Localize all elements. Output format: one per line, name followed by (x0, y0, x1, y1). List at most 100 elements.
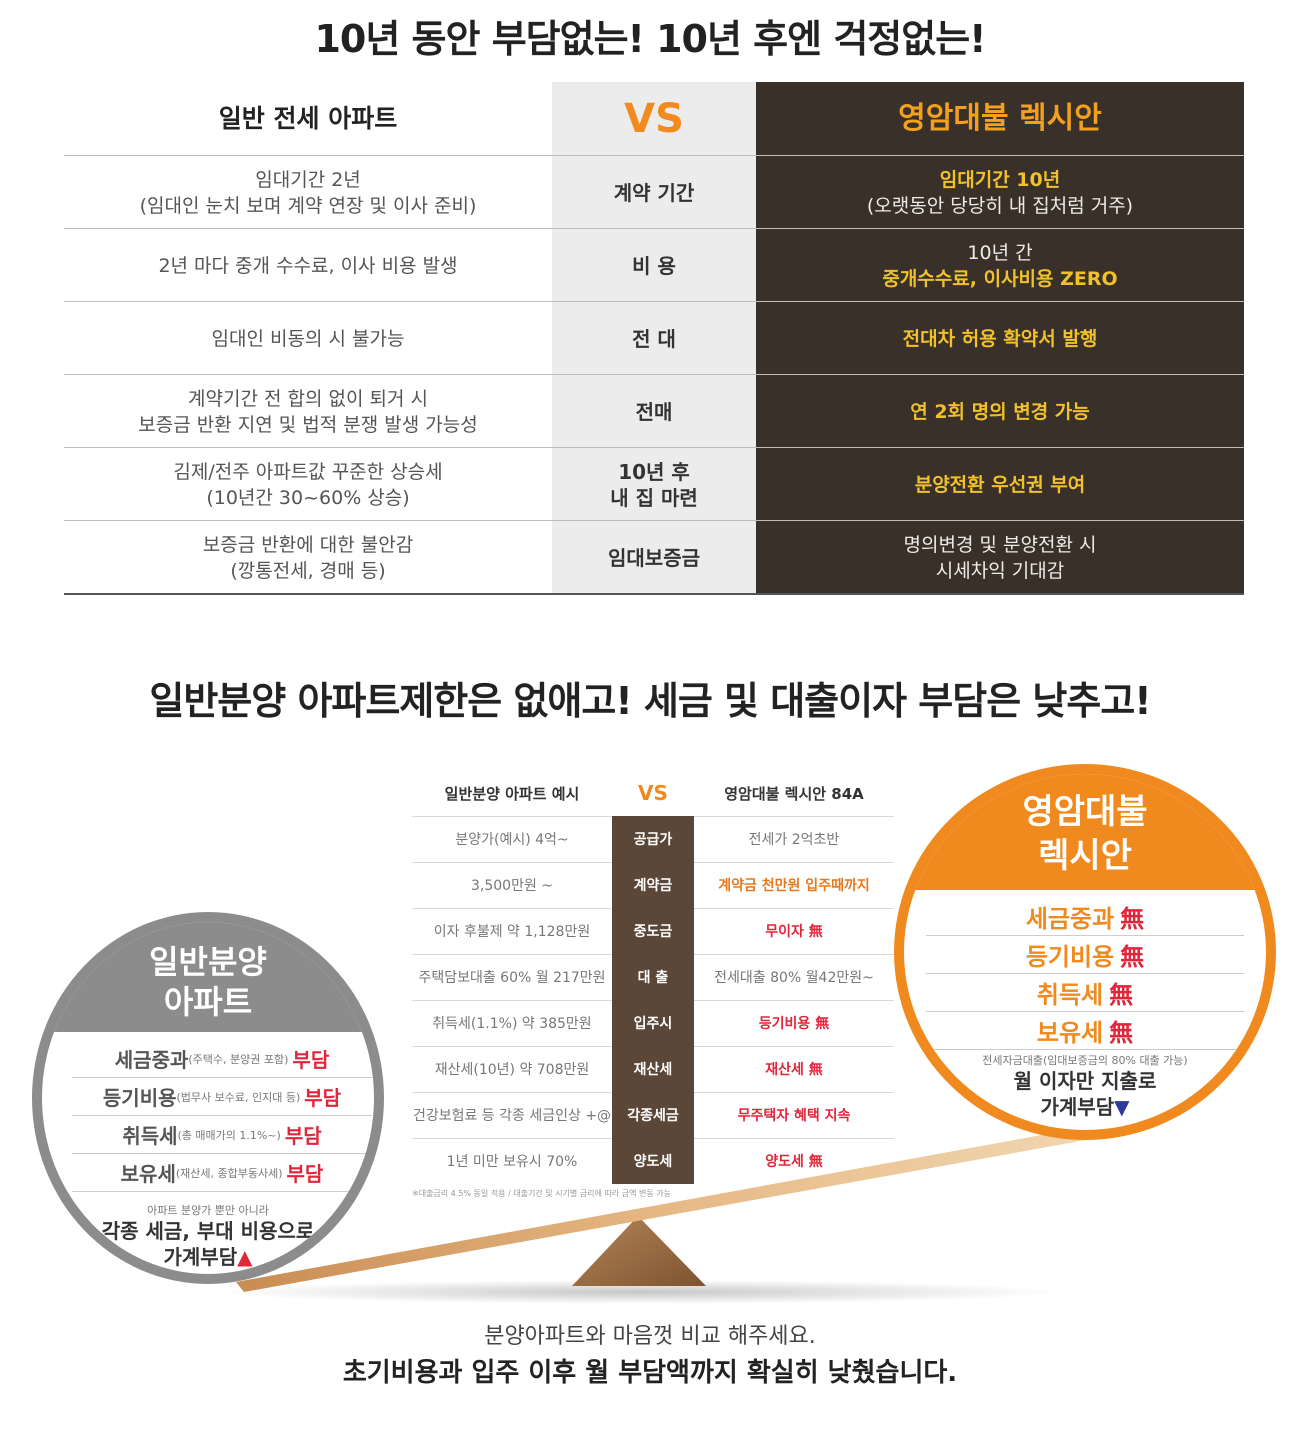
general-lease-cell: 2년 마다 중개 수수료, 이사 비용 발생 (64, 229, 552, 302)
mini-table-row: 재산세(10년) 약 708만원 재산세 재산세 無 (412, 1046, 894, 1092)
burden-detail: (총 매매가의 1.1%~) (177, 1128, 281, 1142)
general-burden-item: 취득세 (총 매매가의 1.1%~) 부담 (72, 1116, 372, 1154)
table-row: 임대기간 2년 (임대인 눈치 보며 계약 연장 및 이사 준비) 계약 기간 임대기… (64, 156, 1244, 229)
burden-tag: 부담 (284, 1124, 322, 1148)
general-lease-cell-line: 임대기간 2년 (255, 168, 361, 191)
burden-tag: 부담 (292, 1048, 330, 1072)
lexian-cell-line: 명의변경 및 분양전환 시 (903, 533, 1097, 556)
general-title-line2: 아파트 (163, 983, 253, 1021)
mini-cell-left: 이자 후불제 약 1,128만원 (433, 924, 591, 940)
general-burden-item: 등기비용 (법무사 보수료, 인지대 등) 부담 (72, 1078, 372, 1116)
lexian-foot-line1: 월 이자만 지출로 (1013, 1069, 1157, 1093)
general-lease-cell-line: (임대인 눈치 보며 계약 연장 및 이사 준비) (139, 194, 477, 217)
none-tag: 無 (1120, 905, 1145, 933)
burden-tag: 부담 (286, 1162, 324, 1186)
burden-label: 취득세 (122, 1124, 178, 1148)
category-cell-line: 계약 기간 (613, 180, 695, 205)
burden-detail: (법무사 보수료, 인지대 등) (176, 1090, 301, 1104)
lexian-foot-line2: 가계부담 (1040, 1095, 1115, 1119)
mini-cell-left: 분양가(예시) 4억~ (455, 832, 569, 848)
header-vs: VS (552, 82, 756, 155)
general-foot-line1: 각종 세금, 부대 비용으로 (101, 1219, 315, 1243)
mini-cell-mid: 입주시 (612, 1000, 694, 1046)
mini-cell-mid: 공급가 (612, 816, 694, 862)
mini-cell-right: 무이자 無 (765, 924, 823, 940)
lexian-title: 영암대불 렉시안 (904, 774, 1266, 890)
general-lease-cell-line: (깡통전세, 경매 등) (230, 559, 386, 582)
lexian-footer: 전세자금대출(임대보증금의 80% 대출 가능) 월 이자만 지출로 가계부담▼ (904, 1052, 1266, 1120)
row-divider (64, 301, 1244, 302)
closing-line2: 초기비용과 입주 이후 월 부담액까지 확실히 낮췄습니다. (342, 1358, 958, 1388)
general-lease-cell-line: 보증금 반환 지연 및 법적 분쟁 발생 가능성 (138, 413, 478, 436)
mini-cell-right: 전세대출 80% 월42만원~ (714, 970, 874, 986)
mini-table-row: 1년 미만 보유시 70% 양도세 양도세 無 (412, 1138, 894, 1184)
mini-cell-right: 무주택자 혜택 지속 (737, 1108, 851, 1124)
general-lease-cell: 임대기간 2년 (임대인 눈치 보며 계약 연장 및 이사 준비) (64, 156, 552, 229)
mini-cell-left: 3,500만원 ~ (470, 878, 554, 894)
general-lease-cell: 보증금 반환에 대한 불안감 (깡통전세, 경매 등) (64, 521, 552, 594)
general-foot-small: 아파트 분양가 뿐만 아니라 (147, 1204, 269, 1217)
mini-cell-mid: 계약금 (612, 862, 694, 908)
category-cell-line: 전 대 (632, 326, 676, 351)
benefit-label: 세금중과 (1025, 905, 1115, 933)
mini-cell-left: 재산세(10년) 약 708만원 (434, 1062, 590, 1078)
header-general-lease: 일반 전세 아파트 (64, 82, 552, 155)
mini-cell-right: 양도세 無 (765, 1154, 823, 1170)
general-lease-cell-line: 보증금 반환에 대한 불안감 (202, 533, 414, 556)
mini-header-left: 일반분양 아파트 예시 (444, 784, 580, 803)
lexian-cell-line: 분양전환 우선권 부여 (914, 473, 1086, 496)
category-cell: 계약 기간 (552, 156, 756, 229)
mini-cell-mid: 중도금 (612, 908, 694, 954)
row-divider (64, 228, 1244, 229)
lexian-cell-line: (오랫동안 당당히 내 집처럼 거주) (866, 194, 1134, 217)
mini-table-row: 이자 후불제 약 1,128만원 중도금 무이자 無 (412, 908, 894, 954)
mini-table-row: 주택담보대출 60% 월 217만원 대 출 전세대출 80% 월42만원~ (412, 954, 894, 1000)
lexian-cell: 분양전환 우선권 부여 (756, 448, 1244, 521)
category-cell-line: 임대보증금 (608, 545, 700, 570)
general-apartment-title: 일반분양 아파트 (42, 922, 374, 1032)
lexian-cell: 연 2회 명의 변경 가능 (756, 375, 1244, 448)
lexian-benefit-item: 취득세 無 (926, 974, 1244, 1012)
general-burden-item: 보유세 (재산세, 종합부동사세) 부담 (72, 1154, 372, 1192)
mini-cell-left: 건강보험료 등 각종 세금인상 +@ (412, 1108, 612, 1124)
mini-header-vs: VS (612, 770, 694, 816)
lexian-cell-line: 임대기간 10년 (939, 168, 1061, 191)
mini-cell-mid: 각종세금 (612, 1092, 694, 1138)
mini-cell-mid: 대 출 (612, 954, 694, 1000)
general-lease-cell-line: 임대인 비동의 시 불가능 (211, 327, 405, 350)
general-lease-cell-line: 2년 마다 중개 수수료, 이사 비용 발생 (158, 254, 458, 277)
table-header-row: 일반 전세 아파트 VS 영암대불 렉시안 (64, 82, 1244, 155)
down-arrow-icon: ▼ (1114, 1095, 1130, 1119)
lexian-cell: 임대기간 10년 (오랫동안 당당히 내 집처럼 거주) (756, 156, 1244, 229)
general-lease-cell-line: 계약기간 전 합의 없이 퇴거 시 (188, 387, 428, 410)
table-row: 임대인 비동의 시 불가능 전 대 전대차 허용 확약서 발행 (64, 302, 1244, 375)
lexian-cell: 전대차 허용 확약서 발행 (756, 302, 1244, 375)
general-lease-cell: 김제/전주 아파트값 꾸준한 상승세 (10년간 30~60% 상승) (64, 448, 552, 521)
burden-detail: (재산세, 종합부동사세) (175, 1166, 283, 1180)
seesaw-shadow (220, 1280, 1060, 1304)
general-lease-cell-line: 김제/전주 아파트값 꾸준한 상승세 (173, 460, 443, 483)
mini-header-row: 일반분양 아파트 예시 VS 영암대불 렉시안 84A (412, 770, 894, 816)
burden-label: 세금중과 (114, 1048, 189, 1072)
mini-table-row: 건강보험료 등 각종 세금인상 +@ 각종세금 무주택자 혜택 지속 (412, 1092, 894, 1138)
general-title-line1: 일반분양 (149, 943, 267, 981)
lexian-cell-line: 중개수수료, 이사비용 ZERO (882, 267, 1118, 290)
category-cell: 전 대 (552, 302, 756, 375)
general-apartment-circle: 일반분양 아파트 세금중과 (주택수, 분양권 포함) 부담 등기비용 (법무사 보수료… (32, 912, 384, 1284)
lexian-benefit-item: 세금중과 無 (926, 898, 1244, 936)
mini-header-right: 영암대불 렉시안 84A (724, 784, 864, 803)
general-lease-cell: 임대인 비동의 시 불가능 (64, 302, 552, 375)
mini-table-row: 분양가(예시) 4억~ 공급가 전세가 2억초반 (412, 816, 894, 862)
lexian-cell: 명의변경 및 분양전환 시 시세차익 기대감 (756, 521, 1244, 594)
mini-cell-right: 전세가 2억초반 (748, 832, 840, 848)
mini-cell-mid: 재산세 (612, 1046, 694, 1092)
row-divider (64, 447, 1244, 448)
lexian-benefit-item: 등기비용 無 (926, 936, 1244, 974)
lexian-title-line2: 렉시안 (1038, 836, 1132, 876)
seesaw-fulcrum (572, 1216, 706, 1286)
burden-detail: (주택수, 분양권 포함) (188, 1052, 289, 1066)
category-cell: 비 용 (552, 229, 756, 302)
